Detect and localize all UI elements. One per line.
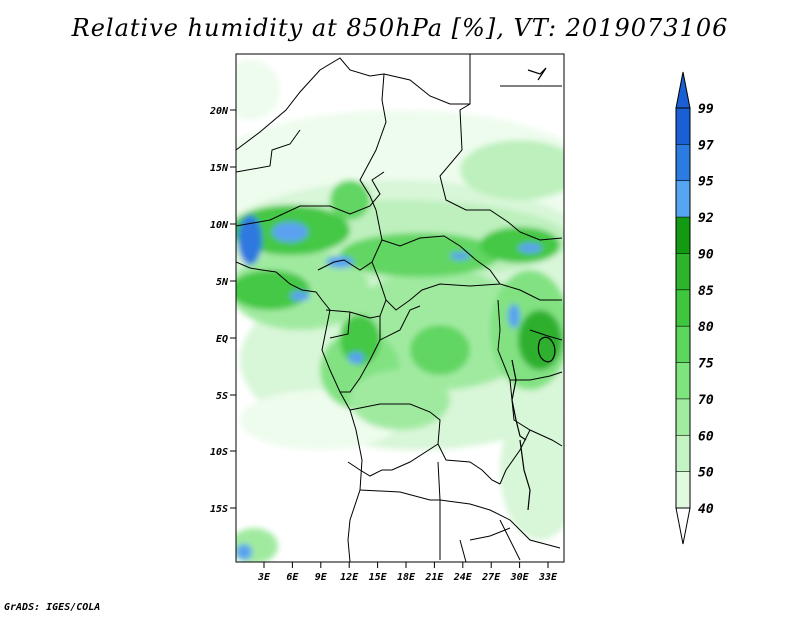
lon-tick-label: 6E xyxy=(286,572,299,583)
lon-tick-label: 24E xyxy=(453,572,473,583)
lon-tick-label: 27E xyxy=(481,572,501,583)
map-frame xyxy=(235,53,565,563)
map-panel xyxy=(236,54,564,562)
lon-tick-label: 21E xyxy=(424,572,444,583)
humidity-blob xyxy=(238,215,262,265)
colorbar-label: 90 xyxy=(698,247,714,262)
humidity-blob xyxy=(272,222,308,242)
colorbar-segment xyxy=(676,435,690,472)
colorbar-segment xyxy=(676,289,690,327)
humidity-blob xyxy=(236,528,278,562)
colorbar: 99 97 95 92 90 85 80 75 70 60 50 40 xyxy=(675,71,714,545)
humidity-blob xyxy=(236,60,280,120)
colorbar-segment xyxy=(676,180,690,218)
colorbar-label: 85 xyxy=(698,284,714,299)
colorbar-label: 50 xyxy=(698,466,714,481)
longitude-axis: 3E 6E 9E 12E 15E 18E 21E 24E 27E 30E 33E xyxy=(257,562,558,583)
colorbar-label: 80 xyxy=(698,320,714,335)
lat-tick-label: 15S xyxy=(210,504,228,515)
colorbar-label: 70 xyxy=(698,393,714,408)
humidity-blob xyxy=(350,370,450,430)
colorbar-label: 75 xyxy=(698,357,714,372)
humidity-blob xyxy=(340,233,500,277)
colorbar-segment xyxy=(676,144,690,181)
humidity-blob xyxy=(450,252,470,260)
humidity-blob xyxy=(348,352,364,364)
humidity-blob xyxy=(460,140,564,200)
colorbar-segment xyxy=(676,253,690,290)
colorbar-label: 99 xyxy=(698,102,714,117)
lon-tick-label: 18E xyxy=(397,572,416,583)
humidity-blob xyxy=(518,243,542,253)
colorbar-segment xyxy=(676,108,690,145)
humidity-blob xyxy=(340,315,380,365)
humidity-field xyxy=(236,60,564,562)
credit-label: GrADS: IGES/COLA xyxy=(4,602,101,613)
humidity-blob xyxy=(500,400,564,540)
colorbar-segment xyxy=(676,326,690,363)
lat-tick-label: EQ xyxy=(216,334,228,345)
lat-tick-label: 10N xyxy=(210,220,229,231)
lon-tick-label: 12E xyxy=(340,572,359,583)
chart-title: Relative humidity at 850hPa [%], VT: 201… xyxy=(71,14,729,42)
lon-tick-label: 15E xyxy=(369,572,388,583)
lon-tick-label: 9E xyxy=(315,572,328,583)
lat-tick-label: 10S xyxy=(210,447,228,458)
humidity-blob xyxy=(480,227,560,263)
latitude-axis: 20N 15N 10N 5N EQ 5S 10S 15S xyxy=(209,106,236,515)
humidity-blob xyxy=(236,544,252,560)
humidity-blob xyxy=(508,304,520,328)
colorbar-segment xyxy=(676,362,690,399)
colorbar-segment xyxy=(676,471,690,508)
colorbar-label: 60 xyxy=(698,429,714,444)
colorbar-label: 95 xyxy=(698,175,714,190)
lon-tick-label: 3E xyxy=(257,572,271,583)
colorbar-label: 92 xyxy=(698,211,714,226)
colorbar-label: 97 xyxy=(698,138,714,153)
colorbar-arrow-bottom xyxy=(675,507,691,545)
lat-tick-label: 15N xyxy=(210,163,229,174)
lat-tick-label: 5N xyxy=(216,277,229,288)
lat-tick-label: 5S xyxy=(216,391,228,402)
lat-tick-label: 20N xyxy=(209,106,229,117)
lon-tick-label: 33E xyxy=(538,572,558,583)
colorbar-segment xyxy=(676,217,690,254)
humidity-blob xyxy=(236,270,310,310)
lon-tick-label: 30E xyxy=(510,572,530,583)
colorbar-label: 40 xyxy=(698,502,714,517)
colorbar-arrow-top xyxy=(675,71,691,109)
colorbar-segment xyxy=(676,398,690,436)
humidity-blob xyxy=(290,291,310,301)
humidity-blob xyxy=(410,325,470,375)
country-borders xyxy=(236,54,563,562)
humidity-blob xyxy=(326,256,354,268)
